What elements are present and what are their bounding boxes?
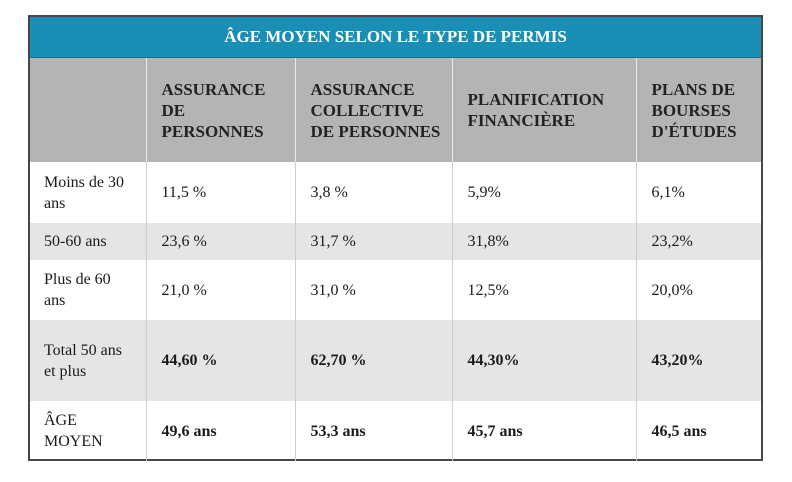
- table-cell: 11,5 %: [145, 162, 295, 223]
- table-cell: 20,0%: [635, 260, 761, 320]
- header-planification: PLANIFICATION FINANCIÈRE: [451, 58, 636, 162]
- header-row: ASSURANCE DE PERSONNES ASSURANCE COLLECT…: [30, 58, 761, 162]
- row-label: Moins de 30 ans: [44, 173, 124, 212]
- table-cell: 21,0 %: [145, 260, 295, 320]
- table-title: ÂGE MOYEN SELON LE TYPE DE PERMIS: [30, 17, 761, 58]
- header-assurance-collective: ASSURANCE COLLECTIVE DE PERSONNES: [294, 58, 452, 162]
- table-cell: 45,7 ans: [451, 401, 636, 461]
- table-cell: 31,7 %: [294, 223, 452, 260]
- header-empty: [30, 58, 146, 162]
- table-cell: 31,8%: [451, 223, 636, 260]
- table-row: Moins de 30 ans 11,5 % 3,8 % 5,9% 6,1%: [30, 162, 761, 223]
- age-table: ASSURANCE DE PERSONNES ASSURANCE COLLECT…: [30, 58, 761, 461]
- table-cell: 6,1%: [635, 162, 761, 223]
- table-cell: 44,30%: [451, 320, 636, 401]
- table-row: 50-60 ans 23,6 % 31,7 % 31,8% 23,2%: [30, 223, 761, 260]
- table-cell: 53,3 ans: [294, 401, 452, 461]
- table-cell: 5,9%: [451, 162, 636, 223]
- table-cell: 23,6 %: [145, 223, 295, 260]
- table-cell: 3,8 %: [294, 162, 452, 223]
- table-cell: 43,20%: [635, 320, 761, 401]
- row-label: Plus de 60 ans: [44, 271, 111, 309]
- table-cell: 44,60 %: [145, 320, 295, 401]
- header-bourses: PLANS DE BOURSES D'ÉTUDES: [635, 58, 761, 162]
- table-row: Plus de 60 ans 21,0 % 31,0 % 12,5% 20,0%: [30, 260, 761, 320]
- row-label: 50-60 ans: [30, 223, 146, 260]
- table-row-total: Total 50 ans et plus 44,60 % 62,70 % 44,…: [30, 320, 761, 401]
- header-assurance-personnes: ASSURANCE DE PERSONNES: [145, 58, 295, 162]
- table-cell: 46,5 ans: [635, 401, 761, 461]
- table-cell: 23,2%: [635, 223, 761, 260]
- table-frame: ÂGE MOYEN SELON LE TYPE DE PERMIS ASSURA…: [28, 15, 763, 461]
- table-row-average: ÂGE MOYEN 49,6 ans 53,3 ans 45,7 ans 46,…: [30, 401, 761, 461]
- table-cell: 12,5%: [451, 260, 636, 320]
- table-cell: 62,70 %: [294, 320, 452, 401]
- row-label: ÂGE MOYEN: [44, 412, 103, 450]
- row-label: Total 50 ans et plus: [30, 320, 146, 401]
- table-cell: 49,6 ans: [145, 401, 295, 461]
- table-cell: 31,0 %: [294, 260, 452, 320]
